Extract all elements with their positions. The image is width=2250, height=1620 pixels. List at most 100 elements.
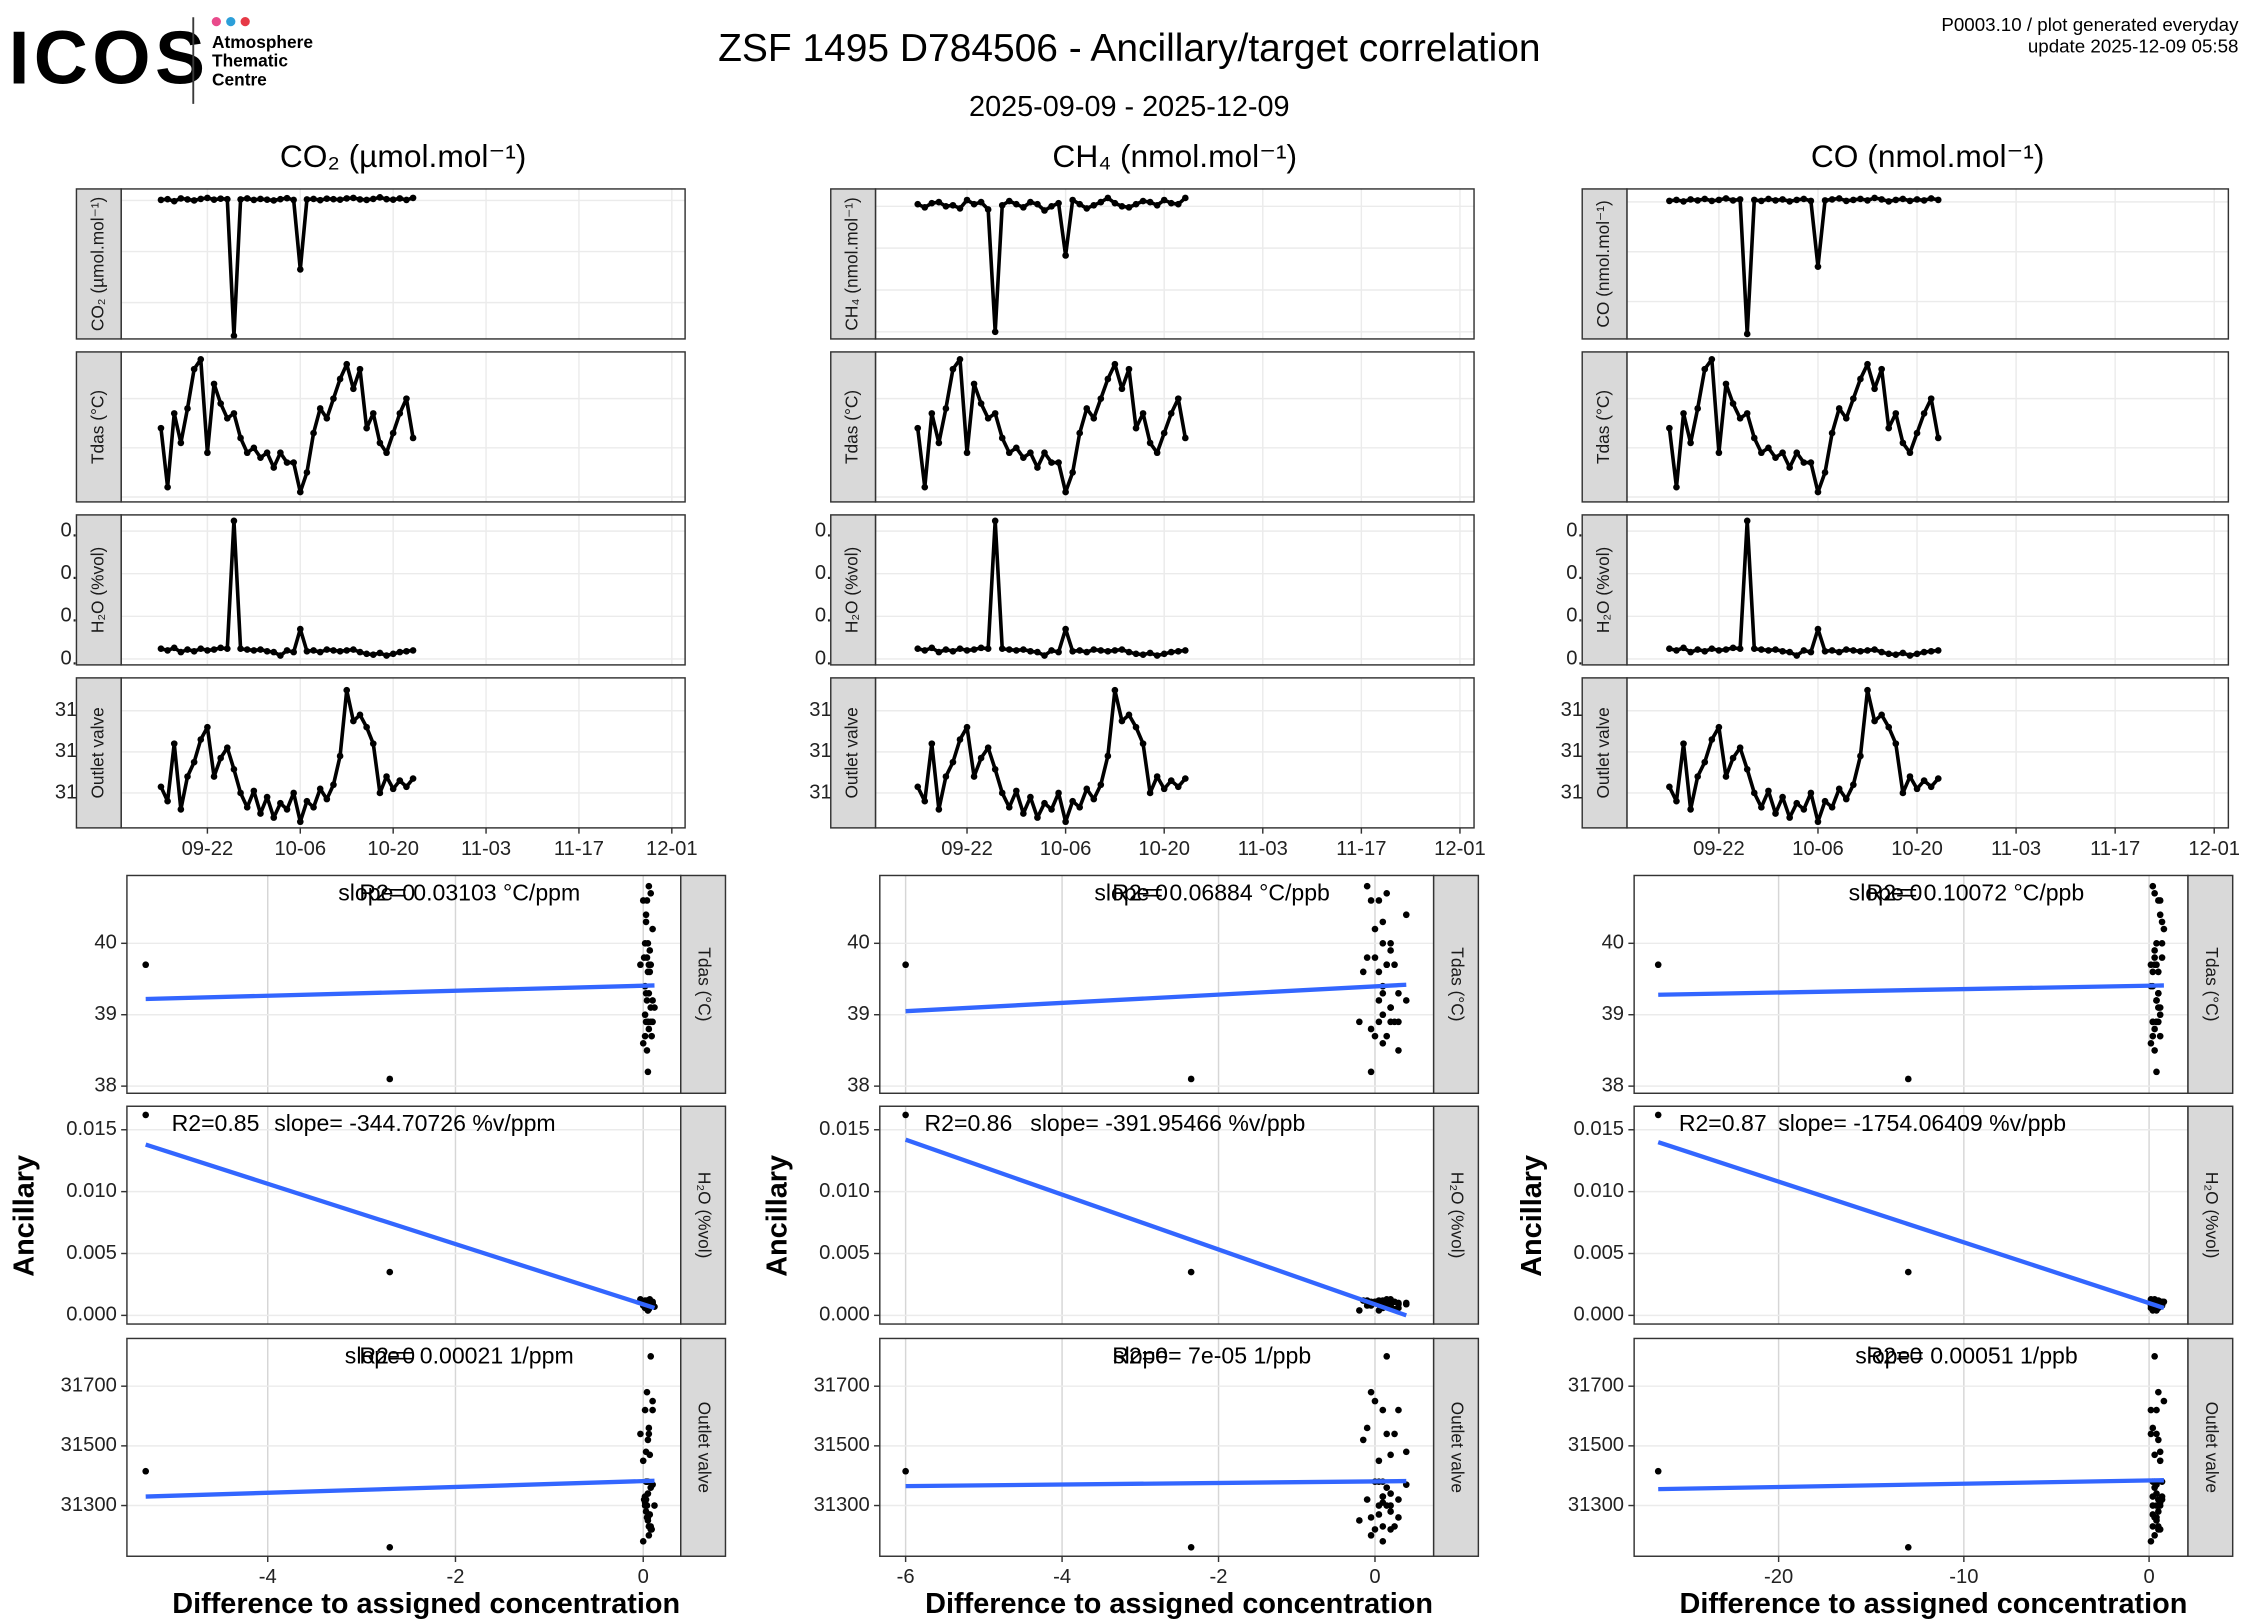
data-point [2155, 989, 2162, 997]
data-point [643, 897, 651, 904]
data-point [2156, 1457, 2164, 1465]
data-point [977, 754, 985, 762]
data-point [396, 648, 404, 656]
data-point [369, 740, 377, 747]
y-tick-label: 0.015 [819, 1118, 870, 1140]
data-point [2153, 1430, 2160, 1438]
x-tick-label: -10 [1949, 1566, 1978, 1588]
data-point [1786, 648, 1793, 656]
r2-label: R2=0 [359, 879, 415, 905]
x-tick-label: 12-01 [646, 838, 698, 860]
data-point [2147, 1538, 2155, 1545]
data-point [1885, 424, 1893, 432]
strip-label: H₂O (%vol) [842, 547, 862, 633]
data-point [1395, 1406, 1402, 1414]
data-point [643, 1047, 651, 1054]
data-point [336, 752, 344, 760]
data-point [1402, 997, 1410, 1004]
y-tick-label: 38 [1602, 1074, 1624, 1096]
data-point [1736, 414, 1744, 422]
data-point [277, 799, 284, 807]
data-point [949, 647, 957, 655]
data-point [1654, 961, 1662, 969]
data-point [649, 1406, 656, 1414]
y-tick-label: 31500 [61, 1434, 117, 1456]
data-point [210, 646, 218, 653]
data-point [204, 449, 211, 457]
slope-label: slope= 0.00021 1/ppm [345, 1342, 574, 1368]
data-point [1375, 1511, 1383, 1518]
data-point [1892, 740, 1900, 747]
data-point [1729, 197, 1737, 204]
data-point [1034, 464, 1041, 471]
data-point [1048, 647, 1055, 654]
data-point [1375, 1018, 1383, 1026]
data-point [942, 202, 950, 210]
strip [830, 351, 877, 503]
data-point [1041, 652, 1048, 659]
x-tick-label: 09-22 [182, 838, 234, 860]
data-point [1927, 783, 1935, 791]
data-point [217, 754, 224, 762]
data-point [1687, 648, 1694, 656]
data-point [1828, 804, 1836, 811]
data-point [230, 332, 238, 340]
data-point [2151, 1353, 2158, 1360]
data-point [2155, 1523, 2162, 1530]
data-point [1027, 449, 1034, 457]
data-point [1793, 652, 1801, 659]
data-point [1758, 804, 1765, 811]
data-point [1828, 429, 1836, 437]
data-point [1694, 197, 1701, 204]
data-point [970, 380, 978, 388]
panel [126, 1338, 681, 1557]
data-point [1097, 781, 1105, 789]
data-point [1814, 818, 1822, 826]
data-point [1005, 646, 1013, 653]
data-point [646, 947, 654, 954]
data-point [977, 400, 985, 407]
data-point [243, 646, 251, 653]
data-point [2155, 897, 2162, 904]
data-point [1041, 799, 1048, 807]
data-point [1069, 647, 1076, 655]
y-tick-label: 38 [94, 1074, 116, 1096]
data-point [1715, 449, 1723, 457]
data-point [350, 717, 357, 725]
data-point [914, 424, 922, 432]
y-tick-label: 40 [94, 932, 116, 954]
data-point [1807, 789, 1815, 797]
data-point [403, 647, 410, 655]
x-tick-label: -4 [259, 1566, 277, 1588]
data-point [1871, 385, 1878, 393]
data-point [1772, 646, 1779, 653]
data-point [646, 1511, 654, 1518]
y-tick-label: 0.010 [819, 1180, 870, 1202]
data-point [1736, 196, 1744, 203]
data-point [1864, 360, 1871, 368]
data-point [170, 644, 178, 652]
data-point [343, 647, 351, 654]
data-point [970, 773, 978, 780]
data-point [1379, 1538, 1387, 1545]
data-point [640, 954, 648, 961]
data-point [1383, 961, 1391, 969]
data-point [1821, 647, 1829, 655]
data-point [157, 783, 165, 791]
data-point [383, 773, 390, 780]
data-point [1020, 810, 1027, 817]
data-point [237, 196, 244, 203]
y-tick-label: 0.015 [1574, 1118, 1625, 1140]
y-tick-label: 31300 [814, 1494, 870, 1516]
data-point [1807, 648, 1815, 656]
logo-dot [211, 17, 221, 27]
data-point [263, 793, 271, 801]
y-axis-title: Ancillary [9, 1155, 41, 1277]
data-point [1654, 1467, 1662, 1475]
data-point [1379, 918, 1387, 926]
data-point [197, 355, 205, 363]
data-point [1899, 195, 1907, 203]
data-point [270, 197, 278, 204]
data-point [376, 439, 384, 447]
fit-line [145, 983, 655, 1002]
